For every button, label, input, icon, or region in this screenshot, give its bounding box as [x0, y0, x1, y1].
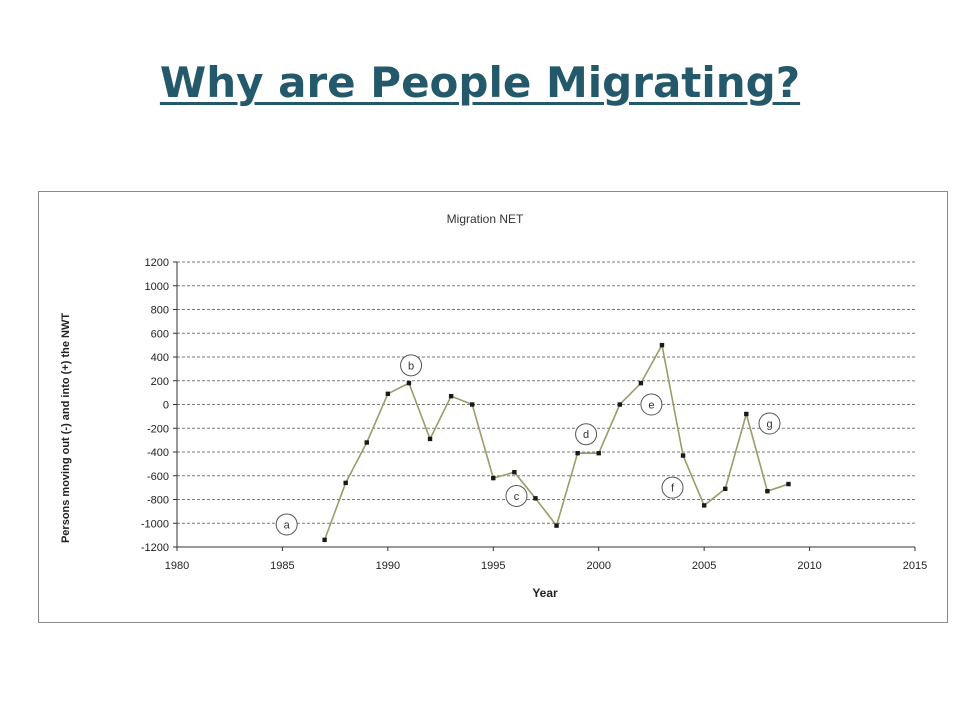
y-tick-label: 600: [151, 328, 169, 340]
annotation-d: d: [575, 423, 598, 446]
data-point: [554, 523, 559, 528]
annotation-e: e: [640, 393, 663, 416]
x-tick-label: 2015: [903, 560, 927, 572]
annotation-b: b: [400, 354, 423, 377]
slide-title: Why are People Migrating?: [159, 58, 801, 107]
data-point: [701, 503, 707, 508]
data-point: [744, 411, 749, 417]
data-point: [786, 481, 791, 487]
data-point: [596, 450, 601, 456]
y-tick-label: 1200: [145, 257, 169, 269]
data-point: [638, 380, 644, 386]
data-point: [617, 402, 622, 407]
x-tick-label: 1995: [481, 560, 505, 572]
chart-title: Migration NET: [447, 212, 524, 226]
data-point: [364, 440, 369, 445]
x-tick-label: 1990: [376, 560, 400, 572]
y-tick-label: -600: [147, 471, 169, 483]
series-layer: [322, 342, 791, 543]
y-tick-label: 0: [163, 400, 169, 412]
annotation-label: b: [408, 360, 414, 372]
axis-layer: 120010008006004002000-200-400-600-800-10…: [141, 257, 927, 572]
annotation-label: f: [671, 483, 675, 495]
y-tick-label: -1000: [141, 518, 169, 530]
data-point: [448, 393, 454, 399]
migration-chart: Migration NET Year Persons moving out (-…: [60, 212, 927, 600]
annotation-label: a: [284, 519, 291, 531]
x-tick-label: 1985: [270, 560, 294, 572]
annotation-a: a: [275, 513, 298, 536]
data-point: [533, 496, 538, 501]
data-point: [680, 453, 686, 458]
x-tick-label: 2010: [797, 560, 821, 572]
data-point: [470, 402, 475, 407]
data-point: [322, 537, 327, 543]
y-tick-label: 800: [151, 305, 169, 317]
x-tick-label: 2000: [586, 560, 610, 572]
annotation-circle: [758, 412, 781, 435]
x-tick-label: 2005: [692, 560, 716, 572]
annotation-c: c: [505, 484, 528, 507]
annotation-label: e: [648, 400, 654, 412]
annotation-f: f: [661, 476, 684, 499]
data-point: [723, 486, 728, 492]
x-axis-label: Year: [532, 586, 558, 600]
y-tick-label: -400: [147, 447, 169, 459]
data-point: [575, 450, 580, 456]
data-point: [765, 488, 770, 494]
data-point: [406, 380, 412, 386]
data-point: [512, 469, 517, 475]
grid-layer: [177, 261, 915, 548]
y-tick-label: -200: [147, 423, 169, 435]
data-point: [385, 391, 391, 397]
annotation-layer: a b c d e f g: [275, 354, 781, 536]
annotation-label: g: [766, 419, 772, 431]
y-tick-label: 200: [151, 376, 169, 388]
data-point: [427, 436, 433, 442]
annotation-circle: [400, 354, 423, 377]
x-tick-label: 1980: [165, 560, 189, 572]
y-tick-label: 400: [151, 352, 169, 364]
annotation-circle: [275, 513, 298, 536]
annotation-label: d: [583, 429, 589, 441]
y-tick-label: -800: [147, 495, 169, 507]
annotation-circle: [505, 484, 528, 507]
annotation-circle: [661, 476, 684, 499]
y-tick-label: 1000: [145, 281, 169, 293]
annotation-g: g: [758, 412, 781, 435]
chart-frame: Migration NET Year Persons moving out (-…: [38, 191, 948, 623]
data-point: [491, 475, 496, 481]
annotation-circle: [575, 423, 598, 446]
annotation-label: c: [514, 491, 520, 503]
annotation-circle: [640, 393, 663, 416]
series-line: [323, 342, 789, 541]
y-tick-label: -1200: [141, 542, 169, 554]
y-axis-label: Persons moving out (-) and into (+) the …: [60, 313, 72, 543]
data-point: [659, 342, 665, 348]
data-point: [343, 480, 348, 486]
